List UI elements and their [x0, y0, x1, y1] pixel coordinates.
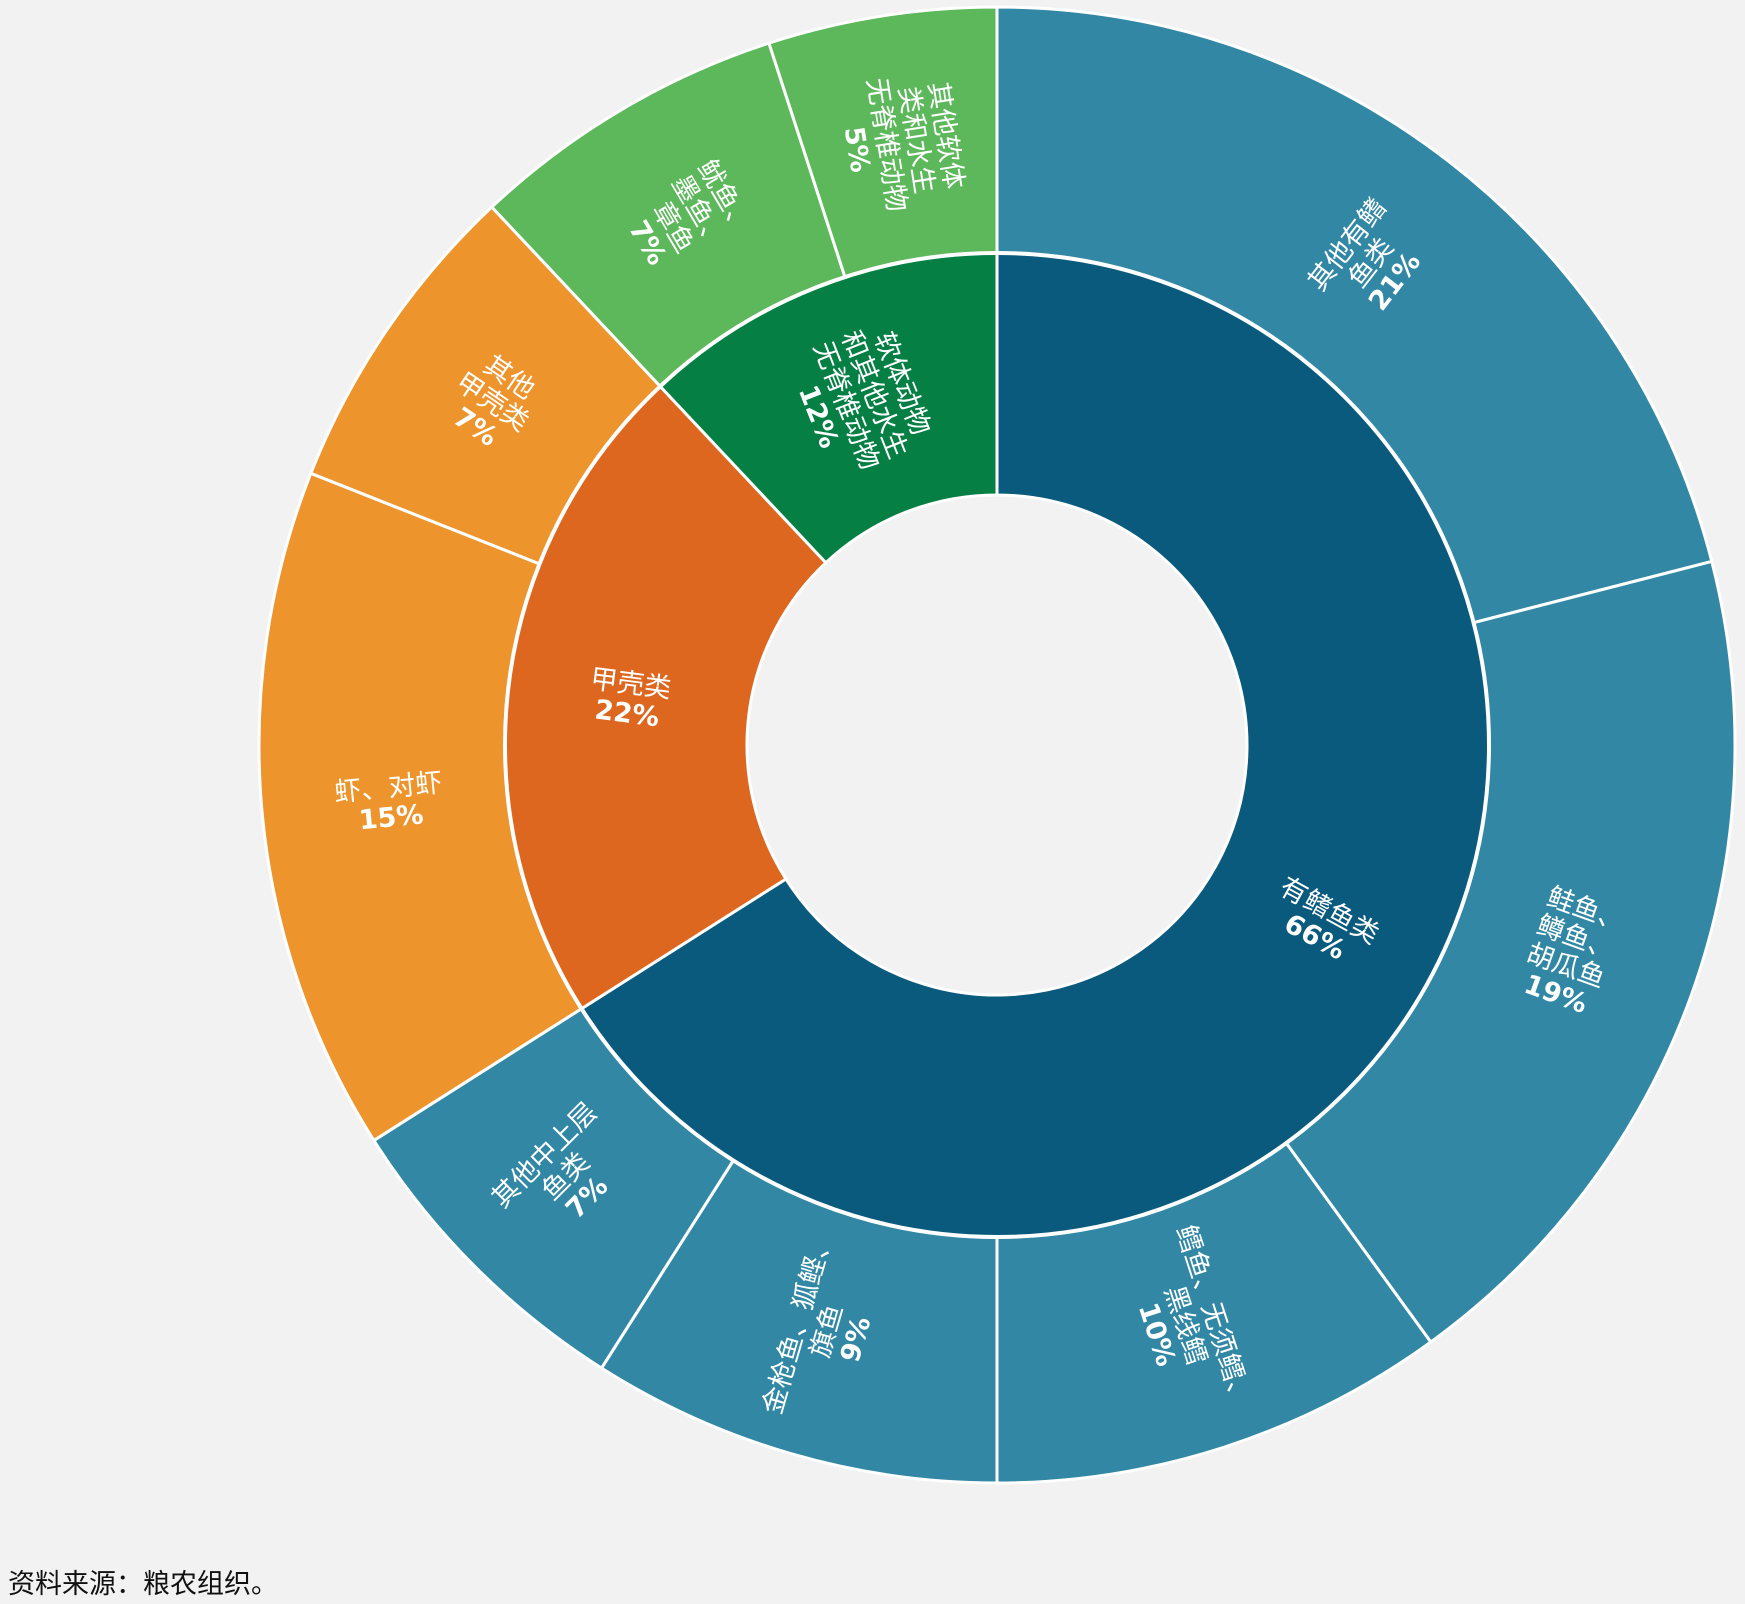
source-note: 资料来源：粮农组织。: [8, 1569, 278, 1600]
inner-label-2: 软体动物和其他水生无脊椎动物12%: [779, 315, 941, 485]
outer-label-8-percent: 5%: [838, 124, 876, 174]
inner-ring: [503, 251, 1491, 1239]
ring-separator: [503, 251, 1491, 1239]
inner-label-1: 甲壳类22%: [585, 664, 673, 735]
outer-label-8: 其他软体类和水生无脊椎动物5%: [831, 66, 972, 218]
outer-label-5-percent: 15%: [357, 799, 424, 836]
outer-ring: [257, 5, 1737, 1485]
